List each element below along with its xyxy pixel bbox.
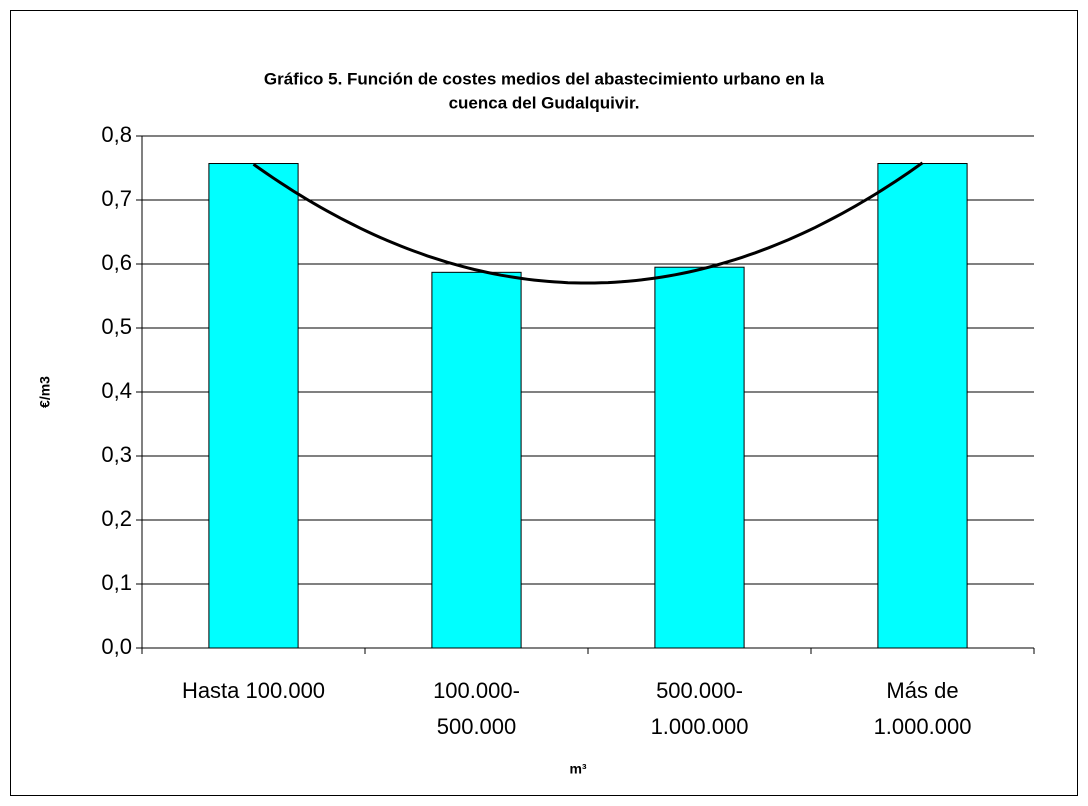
y-tick-label: 0,8 xyxy=(101,122,132,147)
y-tick-label: 0,5 xyxy=(101,314,132,339)
y-tick-label: 0,1 xyxy=(101,570,132,595)
y-tick-label: 0,3 xyxy=(101,442,132,467)
y-tick-label: 0,0 xyxy=(101,634,132,659)
y-tick-label: 0,4 xyxy=(101,378,132,403)
x-tick-label: Más de 1.000.000 xyxy=(874,678,972,739)
trendline xyxy=(252,161,924,285)
y-axis-label: €/m3 xyxy=(37,376,53,408)
y-tick-label: 0,2 xyxy=(101,506,132,531)
x-axis-label: m³ xyxy=(569,761,586,777)
chart-title: cuenca del Gudalquivir. xyxy=(449,93,640,112)
bar xyxy=(654,266,745,649)
x-tick-label: 500.000-1.000.000 xyxy=(651,678,749,739)
y-tick-label: 0,6 xyxy=(101,250,132,275)
bar xyxy=(208,163,299,649)
x-tick-label: 100.000-500.000 xyxy=(433,678,520,739)
x-tick-label: Hasta 100.000 xyxy=(182,678,325,703)
bar xyxy=(431,271,522,649)
chart-title: Gráfico 5. Función de costes medios del … xyxy=(264,69,825,88)
bar xyxy=(877,163,968,649)
y-tick-label: 0,7 xyxy=(101,186,132,211)
